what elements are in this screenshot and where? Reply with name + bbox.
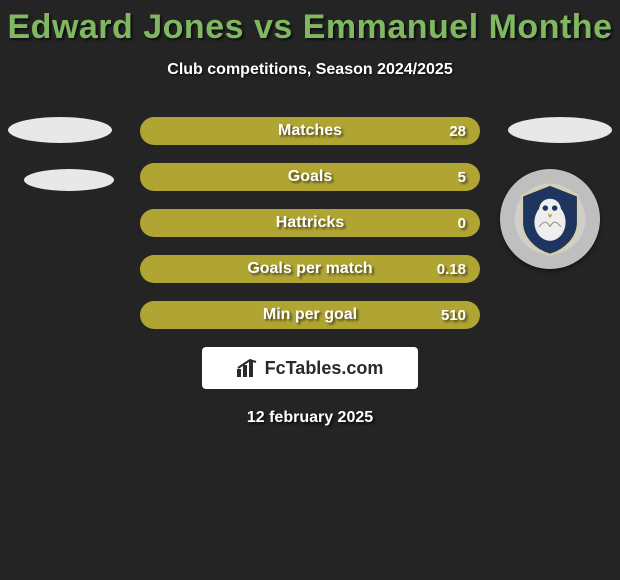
stat-label: Goals per match	[140, 260, 480, 278]
page-title: Edward Jones vs Emmanuel Monthe	[0, 0, 620, 47]
stat-bar: Matches 28	[140, 117, 480, 145]
stat-bar: Hattricks 0	[140, 209, 480, 237]
club-badge	[500, 169, 600, 269]
page-subtitle: Club competitions, Season 2024/2025	[0, 61, 620, 79]
stat-bar: Goals per match 0.18	[140, 255, 480, 283]
left-player-marker-1	[8, 117, 112, 143]
stats-panel: Matches 28 Goals 5 Hattricks 0 Goals per…	[0, 117, 620, 329]
footer-date: 12 february 2025	[0, 409, 620, 427]
stat-label: Matches	[140, 122, 480, 140]
brand-badge[interactable]: FcTables.com	[202, 347, 418, 389]
stat-bar: Goals 5	[140, 163, 480, 191]
bar-chart-icon	[237, 359, 259, 377]
right-player-marker	[508, 117, 612, 143]
stat-row-min-per-goal: Min per goal 510	[0, 301, 620, 329]
left-player-marker-2	[24, 169, 114, 191]
stat-label: Hattricks	[140, 214, 480, 232]
stat-bar: Min per goal 510	[140, 301, 480, 329]
stat-value: 0	[458, 215, 466, 232]
club-crest-icon	[511, 180, 589, 258]
brand-text: FcTables.com	[265, 358, 384, 379]
stat-label: Goals	[140, 168, 480, 186]
stat-label: Min per goal	[140, 306, 480, 324]
stat-value: 0.18	[437, 261, 466, 278]
stat-value: 5	[458, 169, 466, 186]
stat-value: 510	[441, 307, 466, 324]
stat-value: 28	[449, 123, 466, 140]
